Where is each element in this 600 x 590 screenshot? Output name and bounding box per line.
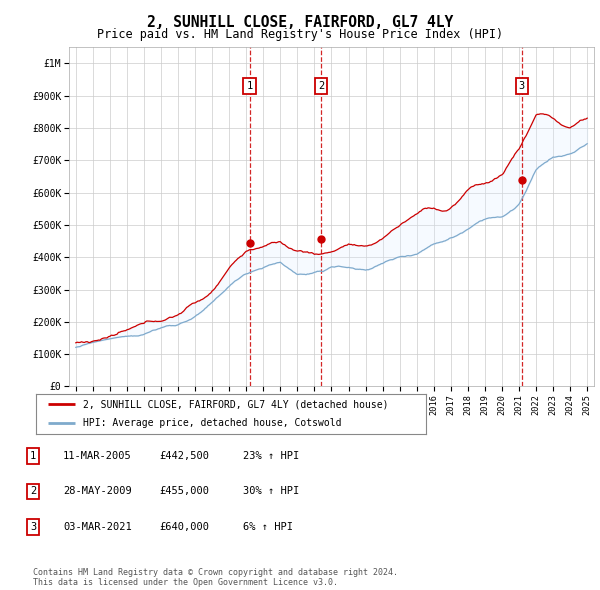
- Text: 2, SUNHILL CLOSE, FAIRFORD, GL7 4LY (detached house): 2, SUNHILL CLOSE, FAIRFORD, GL7 4LY (det…: [83, 399, 388, 409]
- Text: 6% ↑ HPI: 6% ↑ HPI: [243, 522, 293, 532]
- Text: 3: 3: [519, 81, 525, 91]
- Text: 2: 2: [319, 81, 325, 91]
- Text: 30% ↑ HPI: 30% ↑ HPI: [243, 487, 299, 496]
- Text: 3: 3: [30, 522, 36, 532]
- Text: £442,500: £442,500: [159, 451, 209, 461]
- Text: HPI: Average price, detached house, Cotswold: HPI: Average price, detached house, Cots…: [83, 418, 341, 428]
- Text: £640,000: £640,000: [159, 522, 209, 532]
- Text: 11-MAR-2005: 11-MAR-2005: [63, 451, 132, 461]
- Text: Contains HM Land Registry data © Crown copyright and database right 2024.
This d: Contains HM Land Registry data © Crown c…: [33, 568, 398, 587]
- Text: Price paid vs. HM Land Registry's House Price Index (HPI): Price paid vs. HM Land Registry's House …: [97, 28, 503, 41]
- Text: 1: 1: [247, 81, 253, 91]
- Text: 2, SUNHILL CLOSE, FAIRFORD, GL7 4LY: 2, SUNHILL CLOSE, FAIRFORD, GL7 4LY: [147, 15, 453, 30]
- Text: 1: 1: [30, 451, 36, 461]
- Text: 23% ↑ HPI: 23% ↑ HPI: [243, 451, 299, 461]
- Text: £455,000: £455,000: [159, 487, 209, 496]
- Text: 03-MAR-2021: 03-MAR-2021: [63, 522, 132, 532]
- Text: 28-MAY-2009: 28-MAY-2009: [63, 487, 132, 496]
- Text: 2: 2: [30, 487, 36, 496]
